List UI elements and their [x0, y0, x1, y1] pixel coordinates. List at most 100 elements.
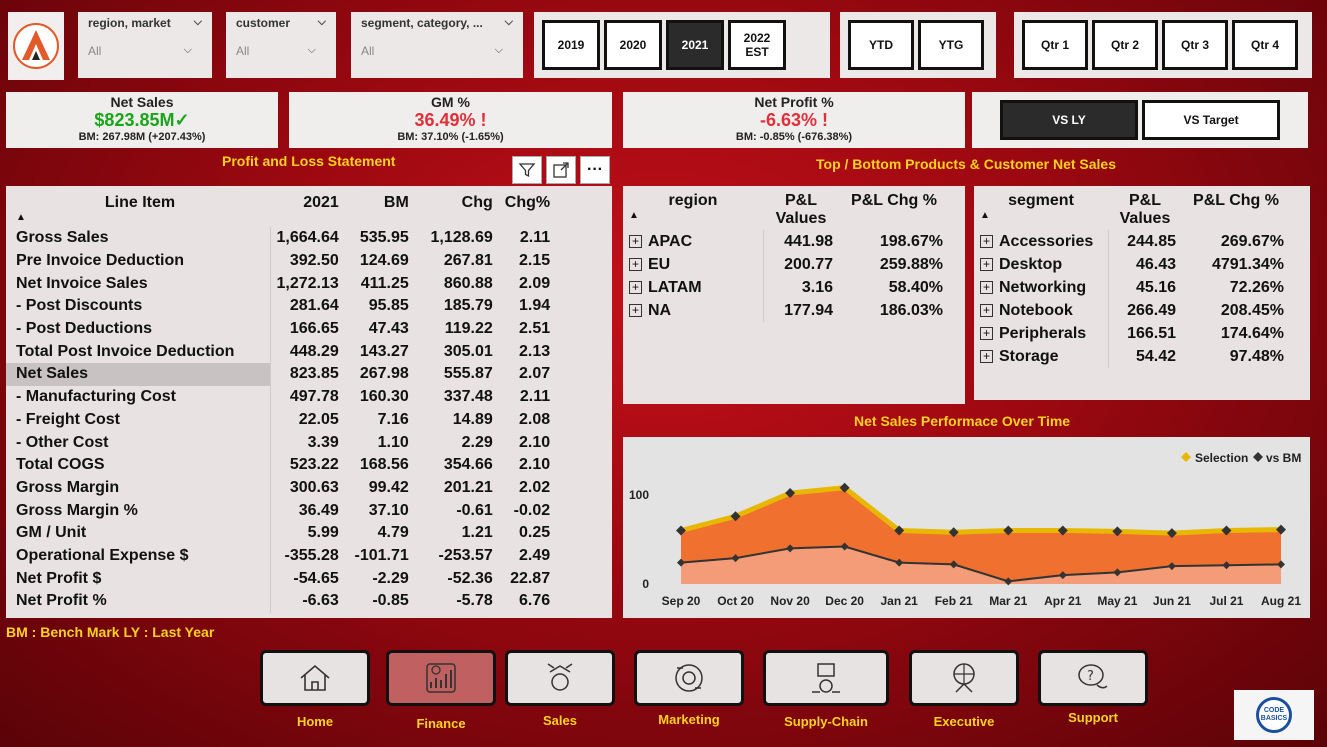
- pl-row-post-deductions[interactable]: - Post Deductions 166.65 47.43 119.22 2.51: [6, 317, 556, 341]
- ytg-button[interactable]: YTG: [918, 20, 984, 70]
- region-row-na[interactable]: + NA 177.94 186.03%: [623, 299, 949, 322]
- selection-point[interactable]: [1221, 525, 1232, 536]
- bm-point[interactable]: [1004, 577, 1013, 586]
- qtr-3-button[interactable]: Qtr 3: [1162, 20, 1228, 70]
- pl-header-2021[interactable]: 2021: [303, 194, 339, 211]
- year-button-2022-est[interactable]: 2022 EST: [728, 20, 786, 70]
- customer-slicer[interactable]: customer ⌵ All ⌵: [226, 12, 336, 78]
- pl-row-gross-sales[interactable]: Gross Sales 1,664.64 535.95 1,128.69 2.11: [6, 227, 556, 250]
- more-options-icon[interactable]: ···: [580, 156, 610, 184]
- expand-plus-icon[interactable]: +: [980, 326, 993, 340]
- pl-row-other-cost[interactable]: - Other Cost 3.39 1.10 2.29 2.10: [6, 431, 556, 454]
- year-button-2019[interactable]: 2019: [542, 20, 600, 70]
- pl-row-net-invoice-sales[interactable]: Net Invoice Sales 1,272.13 411.25 860.88 2.0…: [6, 272, 556, 296]
- bm-point[interactable]: [1113, 568, 1122, 577]
- pl-row-total-post-invoice-deduction[interactable]: Total Post Invoice Deduction 448.29 143.27…: [6, 340, 556, 364]
- expand-plus-icon[interactable]: +: [980, 280, 993, 294]
- pl-row-net-profit[interactable]: Net Profit $ -54.65 -2.29 -52.36 22.87: [6, 567, 556, 590]
- filter-icon[interactable]: [512, 156, 542, 184]
- expand-plus-icon[interactable]: +: [629, 280, 642, 294]
- selection-point[interactable]: [1276, 524, 1286, 535]
- pl-row-gross-margin[interactable]: Gross Margin 300.63 99.42 201.21 2.02: [6, 476, 556, 500]
- nav-button-executive[interactable]: [909, 650, 1019, 706]
- segment-row-storage[interactable]: + Storage 54.42 97.48%: [974, 345, 1290, 368]
- selection-point[interactable]: [948, 527, 959, 538]
- pl-row-freight-cost[interactable]: - Freight Cost 22.05 7.16 14.89 2.08: [6, 408, 556, 432]
- bm-point[interactable]: [1277, 560, 1285, 569]
- bm-point[interactable]: [731, 554, 740, 563]
- bm-point[interactable]: [677, 558, 685, 567]
- expand-plus-icon[interactable]: +: [629, 303, 642, 317]
- pl-header-line-item[interactable]: Line Item ▲: [6, 190, 270, 227]
- segment-row-peripherals[interactable]: + Peripherals 166.51 174.64%: [974, 322, 1290, 345]
- expand-plus-icon[interactable]: +: [629, 257, 642, 271]
- segment-row-accessories[interactable]: + Accessories 244.85 269.67%: [974, 230, 1290, 253]
- pl-header-bm[interactable]: BM: [383, 194, 409, 211]
- region-row-apac[interactable]: + APAC 441.98 198.67%: [623, 230, 949, 253]
- pl-row-manufacturing-cost[interactable]: - Manufacturing Cost 497.78 160.30 337.48 2.…: [6, 385, 556, 409]
- net-sales-chart[interactable]: 0 100 Sep 20 Oct 20 Nov 20 Dec 20 Jan 21 Feb 21…: [623, 437, 1310, 618]
- vs-ly-button[interactable]: VS LY: [1000, 100, 1138, 140]
- region-row-latam[interactable]: + LATAM 3.16 58.40%: [623, 276, 949, 299]
- region-header-chg[interactable]: P&L Chg %: [851, 192, 937, 209]
- selection-point[interactable]: [785, 488, 796, 499]
- focus-mode-icon[interactable]: [546, 156, 576, 184]
- qtr-2-button[interactable]: Qtr 2: [1092, 20, 1158, 70]
- pl-row-gm-unit[interactable]: GM / Unit 5.99 4.79 1.21 0.25: [6, 521, 556, 545]
- nav-button-marketing[interactable]: [634, 650, 744, 706]
- pl-row-pre-invoice-deduction[interactable]: Pre Invoice Deduction 392.50 124.69 267.81 2…: [6, 249, 556, 273]
- chevron-down-icon[interactable]: ⌵: [183, 44, 192, 56]
- nav-button-sales[interactable]: [505, 650, 615, 706]
- region-header-values[interactable]: P&L Values: [775, 192, 827, 227]
- segment-header-chg[interactable]: P&L Chg %: [1193, 192, 1279, 209]
- bm-point[interactable]: [1222, 561, 1231, 570]
- ytd-button[interactable]: YTD: [848, 20, 914, 70]
- pl-row-post-discounts[interactable]: - Post Discounts 281.64 95.85 185.79 1.94: [6, 295, 556, 318]
- selection-point[interactable]: [1057, 525, 1068, 536]
- selection-point[interactable]: [1003, 525, 1014, 536]
- chevron-down-icon[interactable]: ⌵: [494, 44, 503, 56]
- expand-plus-icon[interactable]: +: [980, 234, 993, 248]
- expand-plus-icon[interactable]: +: [980, 349, 993, 363]
- bm-point[interactable]: [949, 560, 958, 569]
- vs-target-button[interactable]: VS Target: [1142, 100, 1280, 140]
- region-header-name[interactable]: region ▲: [623, 190, 763, 230]
- qtr-4-button[interactable]: Qtr 4: [1232, 20, 1298, 70]
- chevron-down-icon[interactable]: ⌵: [307, 44, 316, 56]
- bm-point[interactable]: [1058, 571, 1067, 580]
- selection-point[interactable]: [839, 482, 850, 493]
- pl-header-chg[interactable]: Chg: [461, 194, 493, 211]
- segment-row-notebook[interactable]: + Notebook 266.49 208.45%: [974, 299, 1290, 322]
- segment-row-desktop[interactable]: + Desktop 46.43 4791.34%: [974, 253, 1290, 276]
- selection-point[interactable]: [1112, 526, 1123, 537]
- bm-point[interactable]: [1167, 562, 1176, 571]
- selection-point[interactable]: [1166, 528, 1177, 539]
- segment-header-values[interactable]: P&L Values: [1119, 192, 1171, 227]
- region-row-eu[interactable]: + EU 200.77 259.88%: [623, 253, 949, 276]
- pl-row-gross-margin[interactable]: Gross Margin % 36.49 37.10 -0.61 -0.02: [6, 499, 556, 522]
- qtr-1-button[interactable]: Qtr 1: [1022, 20, 1088, 70]
- segment-category-slicer[interactable]: segment, category, ... ⌵ All ⌵: [351, 12, 523, 78]
- segment-row-networking[interactable]: + Networking 45.16 72.26%: [974, 276, 1290, 299]
- region-market-slicer[interactable]: region, market ⌵ All ⌵: [78, 12, 212, 78]
- nav-button-support[interactable]: ?: [1038, 650, 1148, 706]
- pl-row-net-sales[interactable]: Net Sales 823.85 267.98 555.87 2.07: [6, 363, 556, 386]
- year-button-2020[interactable]: 2020: [604, 20, 662, 70]
- selection-point[interactable]: [894, 525, 905, 536]
- expand-plus-icon[interactable]: +: [629, 234, 642, 248]
- selection-point[interactable]: [676, 525, 686, 536]
- year-button-2021[interactable]: 2021: [666, 20, 724, 70]
- pl-header-chg-pct[interactable]: Chg%: [504, 194, 551, 211]
- pl-row-net-profit[interactable]: Net Profit % -6.63 -0.85 -5.78 6.76: [6, 590, 556, 613]
- nav-button-finance[interactable]: [386, 650, 496, 706]
- segment-header-name[interactable]: segment ▲: [974, 190, 1108, 230]
- bm-point[interactable]: [786, 544, 795, 553]
- expand-plus-icon[interactable]: +: [980, 257, 993, 271]
- bm-point[interactable]: [840, 542, 849, 551]
- pl-row-total-cogs[interactable]: Total COGS 523.22 168.56 354.66 2.10: [6, 453, 556, 477]
- selection-point[interactable]: [730, 511, 741, 522]
- expand-plus-icon[interactable]: +: [980, 303, 993, 317]
- pl-row-operational-expense[interactable]: Operational Expense $ -355.28 -101.71 -253.…: [6, 544, 556, 568]
- bm-point[interactable]: [895, 558, 904, 567]
- nav-button-home[interactable]: [260, 650, 370, 706]
